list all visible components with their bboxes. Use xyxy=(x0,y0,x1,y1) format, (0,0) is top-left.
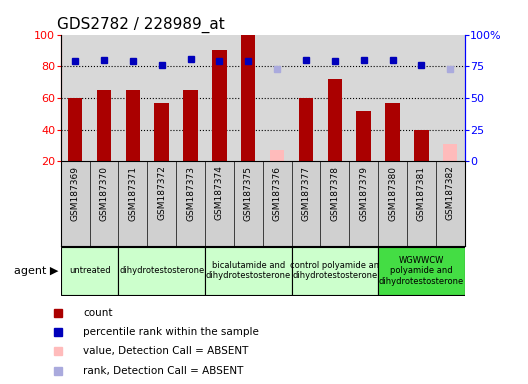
Text: percentile rank within the sample: percentile rank within the sample xyxy=(83,327,259,337)
Text: GSM187379: GSM187379 xyxy=(359,166,368,220)
Bar xyxy=(299,98,313,161)
Text: GSM187373: GSM187373 xyxy=(186,166,195,220)
Text: GSM187375: GSM187375 xyxy=(244,166,253,220)
Text: untreated: untreated xyxy=(69,266,110,275)
Bar xyxy=(97,90,111,161)
Bar xyxy=(270,150,284,161)
Text: agent ▶: agent ▶ xyxy=(14,266,58,276)
Text: GSM187371: GSM187371 xyxy=(128,166,137,220)
Bar xyxy=(241,35,256,161)
Text: GSM187380: GSM187380 xyxy=(388,166,397,220)
Text: GSM187374: GSM187374 xyxy=(215,166,224,220)
Bar xyxy=(212,50,227,161)
Text: GSM187382: GSM187382 xyxy=(446,166,455,220)
Bar xyxy=(126,90,140,161)
Bar xyxy=(61,247,118,295)
Bar xyxy=(118,247,205,295)
Bar xyxy=(68,98,82,161)
Text: GSM187377: GSM187377 xyxy=(301,166,310,220)
Text: count: count xyxy=(83,308,113,318)
Text: rank, Detection Call = ABSENT: rank, Detection Call = ABSENT xyxy=(83,366,244,376)
Text: control polyamide an
dihydrotestosterone: control polyamide an dihydrotestosterone xyxy=(290,261,380,280)
Bar xyxy=(183,90,198,161)
Bar xyxy=(443,144,457,161)
Bar xyxy=(378,247,465,295)
Text: GDS2782 / 228989_at: GDS2782 / 228989_at xyxy=(56,17,224,33)
Text: GSM187370: GSM187370 xyxy=(99,166,108,220)
Bar xyxy=(414,130,429,161)
Text: GSM187372: GSM187372 xyxy=(157,166,166,220)
Text: WGWWCW
polyamide and
dihydrotestosterone: WGWWCW polyamide and dihydrotestosterone xyxy=(379,256,464,286)
Bar xyxy=(155,103,169,161)
Bar xyxy=(327,79,342,161)
Text: GSM187381: GSM187381 xyxy=(417,166,426,220)
Bar xyxy=(385,103,400,161)
Bar xyxy=(205,247,291,295)
Text: GSM187378: GSM187378 xyxy=(331,166,340,220)
Text: GSM187376: GSM187376 xyxy=(272,166,281,220)
Text: bicalutamide and
dihydrotestosterone: bicalutamide and dihydrotestosterone xyxy=(205,261,291,280)
Bar xyxy=(291,247,378,295)
Text: GSM187369: GSM187369 xyxy=(71,166,80,220)
Bar xyxy=(356,111,371,161)
Text: value, Detection Call = ABSENT: value, Detection Call = ABSENT xyxy=(83,346,249,356)
Text: dihydrotestosterone: dihydrotestosterone xyxy=(119,266,204,275)
